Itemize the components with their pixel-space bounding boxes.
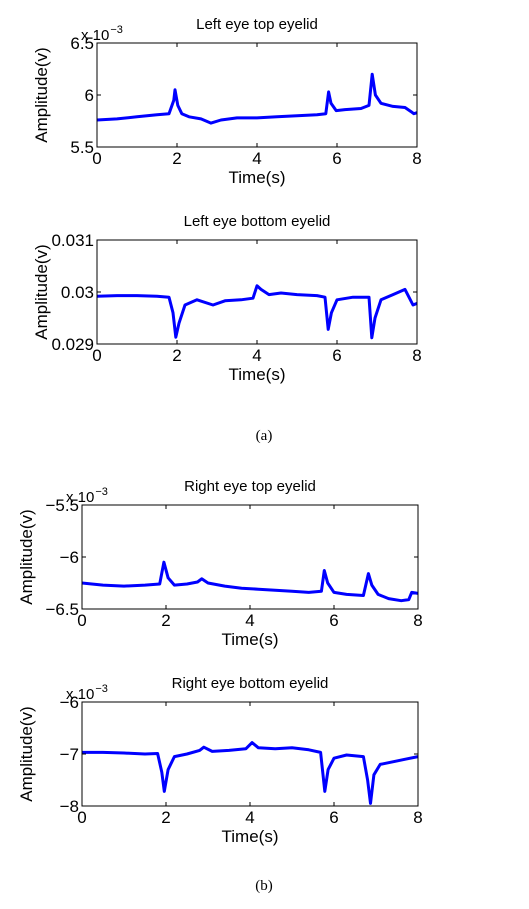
y-tick-label: −7 [60,745,79,764]
exponent-power: −3 [95,683,108,695]
x-tick-label: 2 [172,149,181,168]
series-line [82,741,419,805]
y-tick-label: −6 [60,693,79,712]
y-tick-label: 0.03 [61,283,94,302]
x-tick-label: 4 [245,808,254,827]
x-tick-label: 0 [77,611,86,630]
y-tick-label: 6.5 [70,34,94,53]
y-axis-label: Amplitude(v) [32,47,51,142]
y-tick-label: −6.5 [45,600,79,619]
y-tick-label: 0.029 [51,335,94,354]
chart-left-bottom: 0 2 4 6 8 0.029 0.03 0.031 Left eye bottom eyeli… [32,213,422,384]
x-tick-label: 4 [252,149,261,168]
x-tick-label: 6 [329,611,338,630]
exponent-base: x 10 [66,489,94,506]
x-tick-label: 8 [412,346,421,365]
y-tick-label: 5.5 [70,138,94,157]
series-line [81,560,419,603]
x-axis-label: Time(s) [229,168,286,187]
axes-box [81,504,419,610]
chart-title: Right eye top eyelid [184,478,316,495]
x-tick-label: 8 [413,611,422,630]
x-axis-label: Time(s) [222,630,279,649]
x-tick-label: 8 [413,808,422,827]
y-axis-label: Amplitude(v) [17,706,36,801]
exponent-base: x 10 [66,686,94,703]
chart-title: Left eye top eyelid [196,16,318,33]
y-tick-label: −6 [60,548,79,567]
chart-right-bottom: 0 2 4 6 8 −6 −7 −8 x 10−3 Right eye bottom eyelid… [17,675,423,846]
x-tick-label: 0 [92,346,101,365]
chart-title: Right eye bottom eyelid [172,675,329,692]
x-tick-label: 8 [412,149,421,168]
x-axis-label: Time(s) [229,365,286,384]
y-exponent-label: x 10−3 [66,683,108,703]
caption-a: (a) [256,428,273,444]
x-axis-label: Time(s) [222,827,279,846]
chart-left-top: 0 2 4 6 8 5.5 6 6.5x 10−3 Left eye top eyelid Tim… [32,16,422,187]
x-tick-label: 6 [332,149,341,168]
y-exponent-label: x 10−3 [66,486,108,506]
x-tick-label: 6 [329,808,338,827]
y-tick-label: −8 [60,797,79,816]
x-tick-label: 6 [332,346,341,365]
x-tick-label: 4 [252,346,261,365]
y-exponent-label: x 10−3 [81,24,123,44]
series-line [96,72,418,125]
y-tick-label: 6 [85,86,94,105]
chart-title: Left eye bottom eyelid [184,213,331,230]
exponent-power: −3 [95,486,108,498]
y-tick-label: 0.031 [51,231,94,250]
series-line [96,284,418,340]
x-tick-label: 2 [172,346,181,365]
x-tick-label: 2 [161,611,170,630]
y-axis-label: Amplitude(v) [17,509,36,604]
x-tick-label: 0 [77,808,86,827]
chart-right-top: 0 2 4 6 8 −5.5 −6 −6.5 x 10−3 Right eye top eyeli… [17,478,423,649]
y-tick-label: −5.5 [45,496,79,515]
caption-b: (b) [255,878,273,894]
x-tick-label: 4 [245,611,254,630]
x-tick-label: 2 [161,808,170,827]
y-axis-label: Amplitude(v) [32,244,51,339]
axes-box [96,239,418,345]
x-tick-label: 0 [92,149,101,168]
exponent-base: x 10 [81,27,109,44]
exponent-power: −3 [110,24,123,36]
